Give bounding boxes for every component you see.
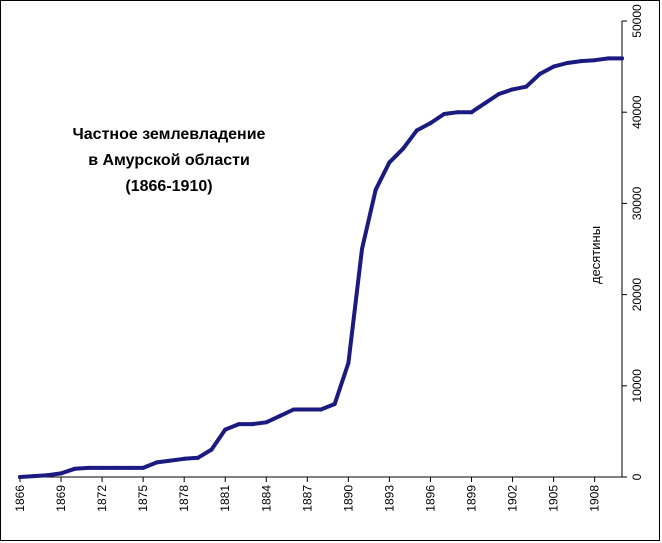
data-point [401,146,406,151]
data-point [291,407,296,412]
y-tick-label: 20000 [630,278,644,312]
data-point [537,71,542,76]
data-point [305,407,310,412]
data-point [483,101,488,106]
data-point [236,422,241,427]
chart-title-line-2: в Амурской области [88,152,250,169]
data-point [551,64,556,69]
data-point [578,59,583,64]
data-point [168,458,173,463]
data-point [277,413,282,418]
y-tick-label: 30000 [630,186,644,220]
data-point [524,84,529,89]
chart-title: Частное землевладение в Амурской области… [73,126,266,195]
y-tick-label: 10000 [630,369,644,403]
y-tick-label: 50000 [630,4,644,38]
data-point [100,465,105,470]
data-point [428,121,433,126]
data-point [141,465,146,470]
data-point [18,475,22,479]
x-tick-label: 1905 [547,485,561,512]
x-tick-label: 1902 [506,485,520,512]
x-tick-label: 1872 [95,485,109,512]
data-point [592,58,597,63]
x-tick-label: 1893 [382,485,396,512]
data-point [45,473,50,478]
chart-title-line-3: (1866-1910) [125,178,212,195]
data-point [360,247,365,251]
data-point [332,402,337,407]
data-point [86,465,91,470]
data-point [195,455,200,460]
axes [20,21,623,478]
x-tick-label: 1890 [341,485,355,512]
data-point [620,56,624,61]
x-tick-label: 1887 [300,485,314,512]
data-point [469,110,474,115]
data-point [496,91,501,96]
chart-title-line-1: Частное землевладение [73,126,266,143]
x-tick-label: 1899 [465,485,479,512]
data-point [510,87,515,92]
data-point [414,128,419,133]
y-tick-label: 40000 [630,95,644,129]
data-point [127,465,132,470]
data-point [565,60,570,65]
data-point [387,160,392,165]
data-point [373,187,378,192]
x-tick-label: 1908 [588,485,602,512]
data-point [59,471,64,476]
data-point [209,447,214,452]
data-point [31,474,36,479]
x-tick-label: 1896 [423,485,437,512]
series [18,56,624,479]
y-axis-label: десятины [588,226,603,284]
data-point [72,466,77,471]
data-point [346,361,351,365]
y-axis-ticks: 0 10000 20000 30000 40000 50000 [622,4,644,480]
data-point [455,110,460,115]
series-line [18,56,624,479]
x-tick-label: 1875 [136,485,150,512]
x-tick-label: 1866 [13,485,27,512]
data-point [319,407,323,412]
x-tick-label: 1881 [218,485,232,512]
data-point [154,460,159,465]
data-point [442,112,447,117]
data-point [113,465,118,470]
data-point [250,422,255,427]
data-point [606,56,611,61]
x-tick-label: 1884 [259,485,273,512]
y-tick-label: 0 [630,473,644,480]
x-tick-label: 1878 [177,485,191,512]
data-point [223,427,228,432]
data-point [182,456,187,461]
data-point [264,420,269,425]
x-axis-ticks: 1866 1869 1872 1875 1878 1881 1884 1887 1890 1893… [13,477,602,512]
x-tick-label: 1869 [54,485,68,512]
